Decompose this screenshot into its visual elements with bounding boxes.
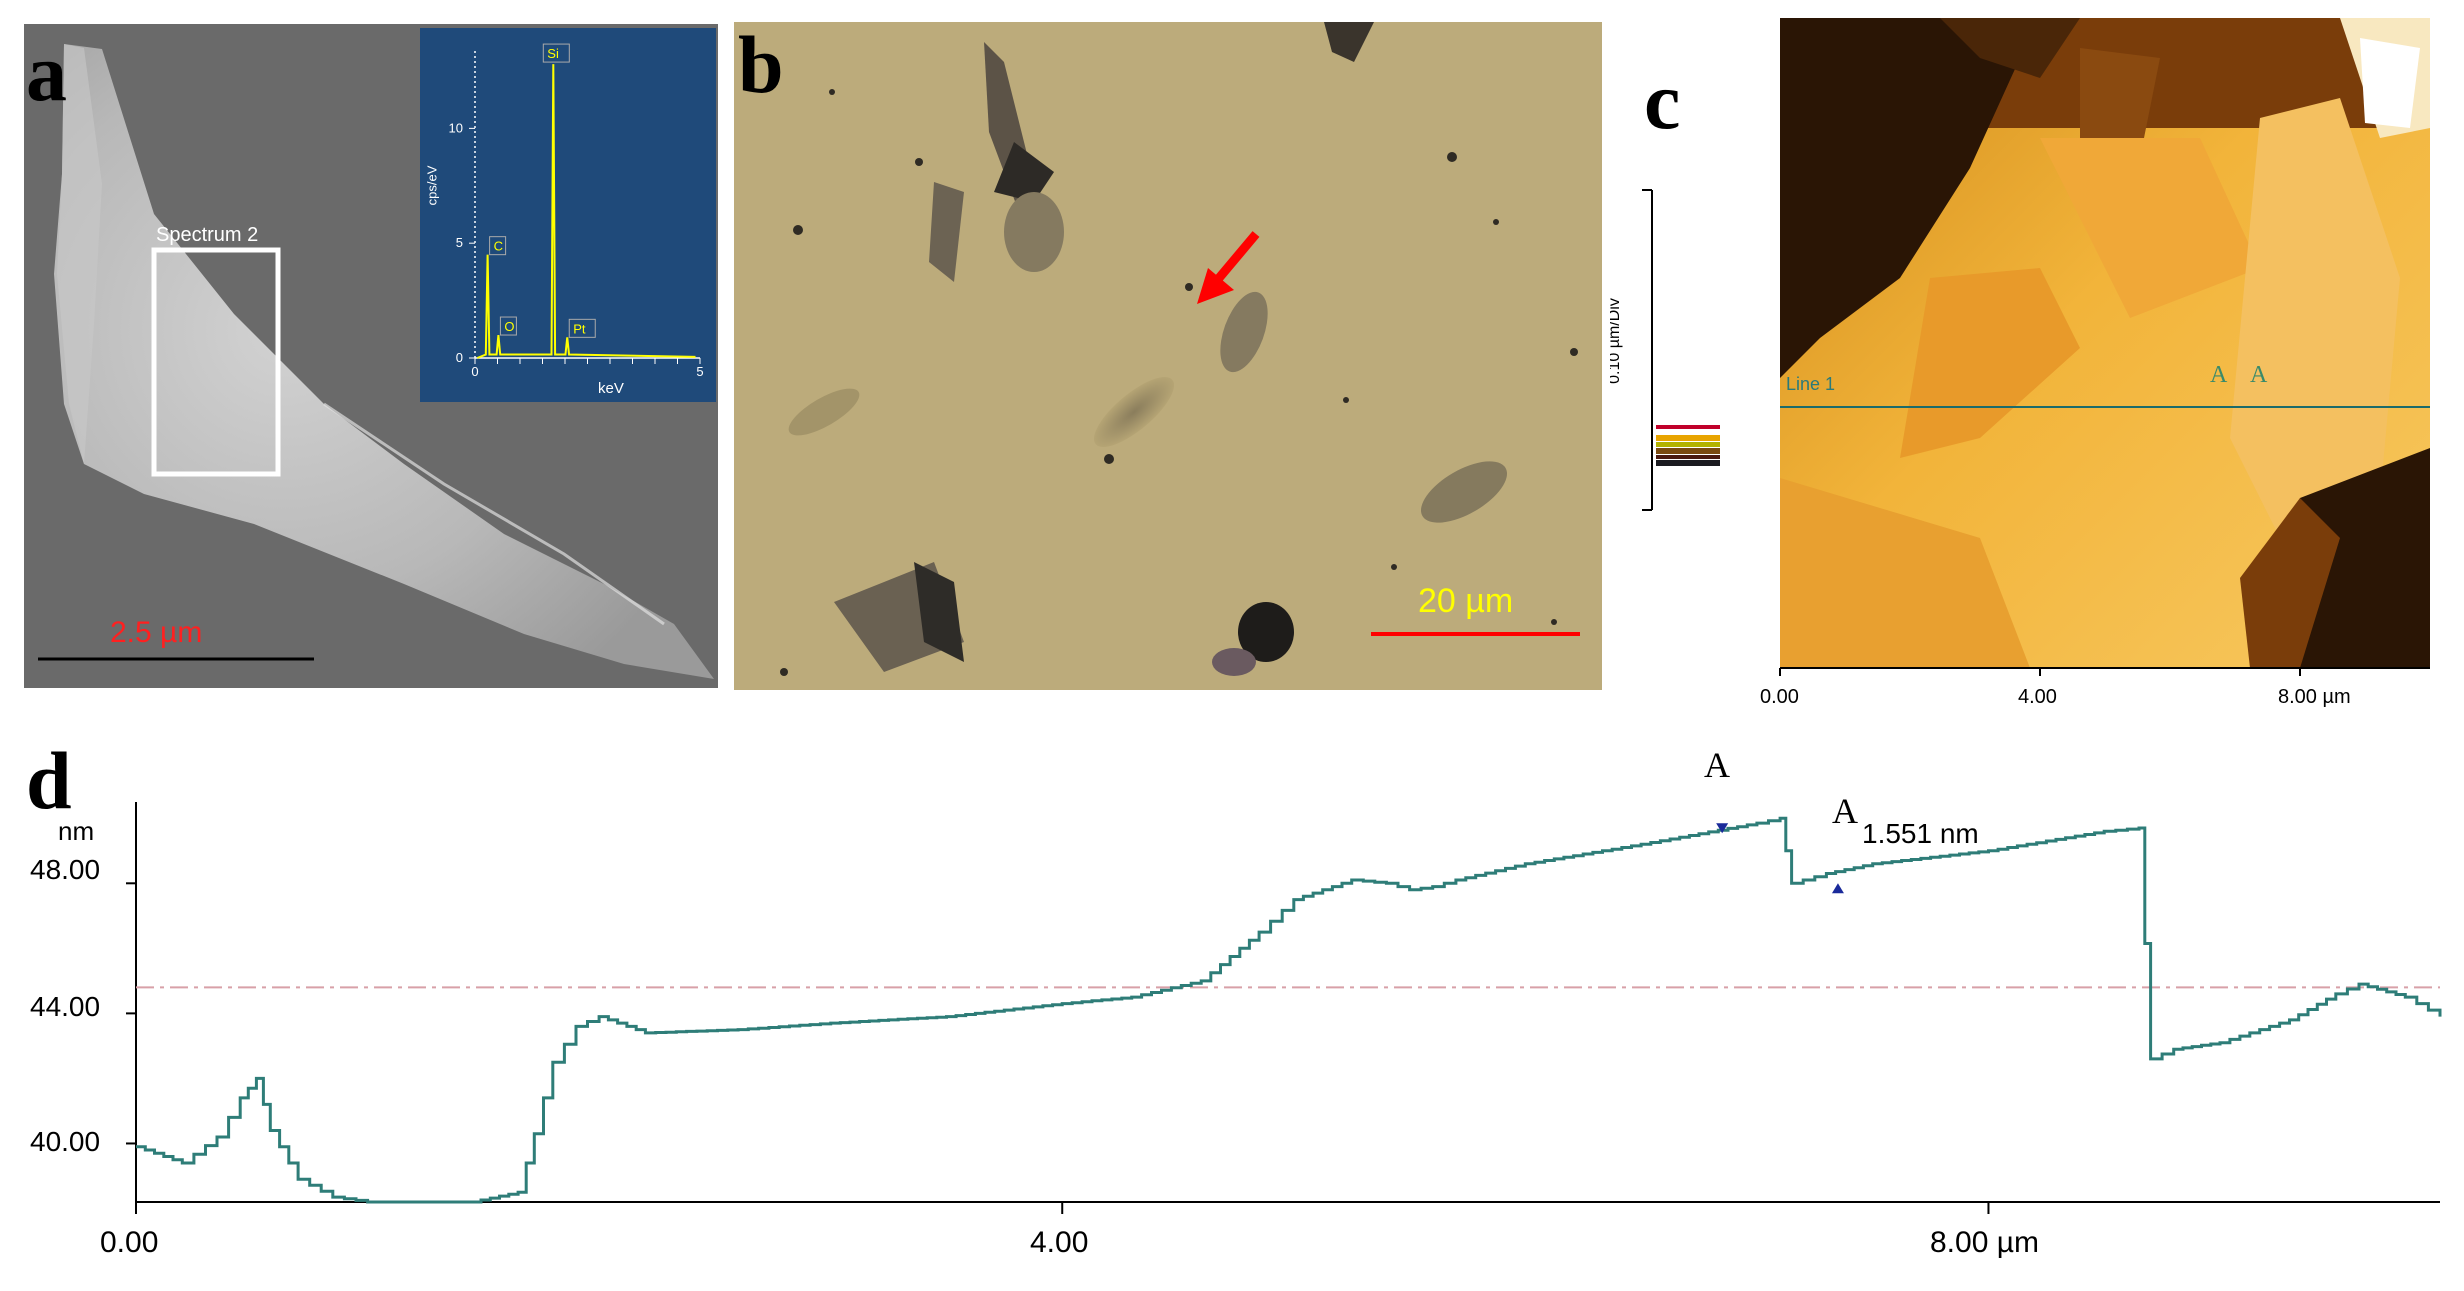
eds-peak-label: Pt <box>573 321 586 336</box>
afm-x-tick-0: 0.00 <box>1760 686 1799 708</box>
afm-marker-a1: A <box>2210 362 2228 388</box>
profile-x-tick-0: 0.00 <box>100 1226 159 1259</box>
eds-peak-label: Si <box>547 46 559 61</box>
eds-y-tick-label: 5 <box>456 235 463 250</box>
scale-bar-b-label: 20 µm <box>1418 582 1514 620</box>
eds-peak-label: C <box>494 239 503 254</box>
scale-bar-a-label: 2.5 µm <box>110 616 203 649</box>
eds-x-tick-label: 0 <box>471 364 478 379</box>
panel-a-sem-image: Spectrum 2 2.5 µm a 0 5 10 0 5 C O Si Pt cps/eV… <box>24 24 718 688</box>
profile-x-tick-4: 4.00 <box>1030 1226 1089 1259</box>
eds-x-label: keV <box>598 380 624 397</box>
afm-height-map <box>1780 18 2430 668</box>
profile-y-tick-40: 40.00 <box>30 1126 101 1157</box>
spectrum-roi-box <box>151 247 281 477</box>
panel-b-optical-image: 20 µm b <box>734 22 1602 690</box>
optical-micrograph <box>734 22 1602 690</box>
roi-label: Spectrum 2 <box>156 224 259 246</box>
profile-marker-a2-label: A <box>1832 791 1858 831</box>
profile-x-tick-8: 8.00 µm <box>1930 1226 2039 1259</box>
profile-step-value: 1.551 nm <box>1862 818 1979 849</box>
label-a: a <box>26 27 67 118</box>
eds-inset: 0 5 10 0 5 C O Si Pt cps/eV keV <box>420 28 716 402</box>
profile-marker-a1-triangle <box>1716 823 1729 834</box>
panel-d-height-profile: d nm 40.00 44.00 48.00 0.00 4.00 8.00 µm… <box>0 740 2464 1291</box>
eds-peak-label: O <box>504 319 514 334</box>
afm-x-tick-2: 8.00 µm <box>2278 686 2351 708</box>
eds-peak-label-box <box>499 316 517 336</box>
panel-c-afm: c 0.10 µm/Div <box>1610 10 2460 730</box>
profile-y-unit: nm <box>58 816 95 846</box>
eds-y-tick-label: 0 <box>456 350 463 365</box>
eds-y-tick-label: 10 <box>449 120 463 135</box>
colorbar-label: 0.10 µm/Div <box>1610 298 1623 384</box>
eds-y-label: cps/eV <box>424 165 440 206</box>
afm-line-label: Line 1 <box>1786 374 1836 394</box>
label-d: d <box>26 740 72 826</box>
profile-chart <box>126 802 2442 1214</box>
afm-marker-a2: A <box>2250 362 2268 388</box>
eds-spectrum-chart: 0 5 10 0 5 C O Si Pt <box>420 28 716 402</box>
profile-trace <box>136 816 2442 1204</box>
debris-cluster <box>780 22 1578 676</box>
eds-x-tick-label: 5 <box>696 364 703 379</box>
eds-peak-label-box <box>542 43 570 63</box>
profile-marker-a1-label: A <box>1704 745 1730 785</box>
label-c: c <box>1644 55 1681 146</box>
profile-y-tick-48: 48.00 <box>30 854 101 885</box>
profile-marker-a2-triangle <box>1831 883 1844 894</box>
eds-spectrum-trace <box>476 64 696 359</box>
eds-peak-label-box <box>489 236 507 256</box>
afm-x-axis <box>1779 667 2430 676</box>
sem-flake <box>54 44 714 679</box>
red-arrow-icon <box>1197 231 1260 304</box>
label-b: b <box>738 22 784 110</box>
profile-y-tick-44: 44.00 <box>30 991 101 1022</box>
eds-peak-label-box <box>568 318 596 338</box>
afm-colorbar <box>1642 189 1720 511</box>
afm-x-tick-1: 4.00 <box>2018 686 2057 708</box>
